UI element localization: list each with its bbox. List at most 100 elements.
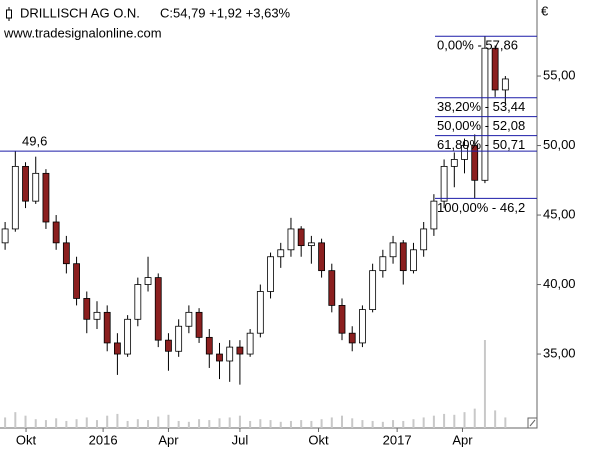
candle-body [461, 145, 468, 160]
volume-bar [422, 417, 425, 428]
fib-label: 0,00% - 57,86 [437, 38, 518, 53]
volume-bar [249, 420, 252, 428]
volume-bar [4, 417, 7, 428]
fib-label: 61,80% - 50,71 [437, 137, 525, 152]
chart-title: DRILLISCH AG O.N. [20, 5, 140, 20]
candle-body [195, 311, 203, 338]
volume-bar [330, 417, 333, 428]
volume-bar [228, 417, 231, 428]
volume-bar [136, 419, 139, 428]
volume-bar [14, 412, 17, 428]
x-tick-label: Apr [158, 432, 179, 447]
volume-bar [402, 420, 405, 428]
candle-body [287, 228, 295, 251]
x-tick-label: Okt [308, 432, 329, 447]
candle-body [154, 277, 162, 341]
candle-body [205, 336, 213, 355]
candle-body [318, 242, 325, 272]
y-tick-label: 50,00 [543, 137, 576, 152]
volume-bar [279, 421, 282, 428]
symbol-icon [6, 7, 12, 21]
candle-body [491, 47, 499, 91]
candle-body [430, 200, 438, 230]
x-tick-label: Okt [16, 432, 37, 447]
quote: C:54,79 +1,92 +3,63% [160, 5, 291, 20]
volume-bar [24, 415, 27, 428]
currency: € [541, 3, 549, 18]
volume-bar [269, 420, 272, 428]
volume-bar [463, 412, 466, 428]
candle-body [165, 339, 172, 352]
candle-body [103, 311, 111, 344]
candle-body [481, 47, 489, 181]
volume-bar [504, 417, 507, 428]
candle-body [389, 242, 397, 258]
fib-label: 50,00% - 52,08 [437, 118, 525, 133]
volume-bar [300, 420, 303, 428]
volume-bar [34, 419, 37, 428]
volume-bar [218, 418, 221, 428]
volume-bar [116, 413, 119, 428]
candle-body [144, 277, 152, 285]
volume-bar [85, 417, 88, 428]
x-tick-label: 2017 [383, 432, 412, 447]
volume-bar [381, 421, 384, 428]
volume-bar [65, 420, 68, 428]
candle-body [52, 221, 60, 244]
volume-bar [443, 413, 446, 428]
volume-bar [473, 408, 476, 428]
horizontal-line-label: 49,6 [22, 134, 47, 149]
volume-bar [320, 419, 323, 428]
volume-bar [167, 414, 170, 428]
candle-body [471, 145, 479, 181]
candle-body [42, 172, 50, 223]
candle-body [399, 242, 407, 272]
candle-body [226, 346, 234, 362]
volume-bar [177, 420, 180, 428]
candle-body [93, 311, 101, 320]
candle-body [246, 332, 254, 355]
y-tick-label: 35,00 [543, 345, 576, 360]
volume-bar [412, 419, 415, 428]
candle-body [307, 242, 315, 247]
candle-body [359, 309, 366, 344]
volume-bar [187, 421, 190, 428]
candle-body [369, 270, 377, 310]
volume-bar [198, 419, 201, 428]
y-tick-label: 45,00 [543, 206, 576, 221]
volume-bar [351, 418, 354, 428]
volume-bar [106, 415, 109, 428]
volume-bar [432, 415, 435, 428]
candle-body [297, 228, 305, 247]
candle-body [501, 78, 509, 91]
candle-body [440, 165, 448, 202]
volume-bar [147, 420, 150, 428]
volume-bar [126, 420, 129, 428]
candle-body [185, 311, 193, 327]
candle-body [22, 165, 29, 202]
volume-bar [483, 340, 486, 428]
volume-bar [361, 420, 364, 428]
x-tick-label: Apr [452, 432, 473, 447]
candle-body [277, 249, 285, 258]
candle-body [83, 298, 91, 320]
candle-body [379, 256, 387, 272]
candle-body [410, 249, 417, 272]
volume-bar [310, 420, 313, 428]
fib-label: 100,00% - 46,2 [437, 200, 525, 215]
candle-body [73, 263, 80, 299]
volume-bar [44, 420, 47, 428]
volume-bar [238, 415, 241, 428]
candle-body [175, 325, 183, 352]
volume-bar [453, 414, 456, 428]
candle-body [236, 346, 244, 355]
candle-body [134, 284, 142, 320]
x-tick-label: 2016 [89, 432, 118, 447]
volume-bar [289, 420, 292, 428]
x-tick-label: Jul [232, 432, 249, 447]
candle-body [420, 228, 428, 251]
volume-bar [392, 420, 395, 428]
candle-body [267, 256, 274, 292]
y-tick-label: 55,00 [543, 67, 576, 82]
